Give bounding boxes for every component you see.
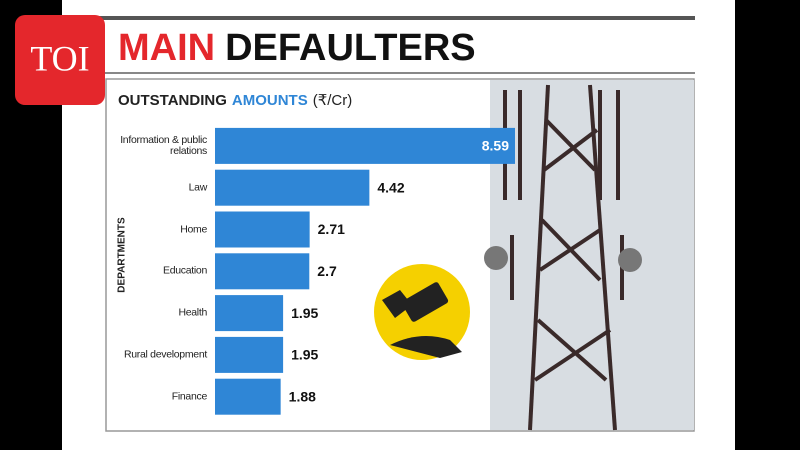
bar (215, 211, 310, 248)
category-label: Health (178, 306, 207, 319)
chart-title: MAIN DEFAULTERS (118, 27, 476, 69)
logo-box (15, 15, 105, 105)
top-rule (62, 16, 695, 20)
category-label: Home (180, 223, 207, 235)
chart-subtitle: OUTSTANDING AMOUNTS (₹/Cr) (118, 92, 352, 109)
value-label: 1.88 (289, 388, 316, 404)
category-label: Law (188, 181, 208, 194)
bar (215, 253, 310, 290)
bar (215, 169, 370, 206)
subtitle-part: (₹/Cr) (313, 92, 353, 109)
subtitle-part: AMOUNTS (232, 92, 308, 109)
value-label: 8.59 (482, 138, 509, 154)
value-label: 4.42 (377, 179, 404, 195)
bar (215, 127, 515, 164)
tower-photo (484, 80, 694, 431)
y-axis-label: DEPARTMENTS (117, 217, 128, 293)
category-label: Education (162, 264, 207, 277)
logo: TOI (30, 38, 89, 78)
value-label: 1.95 (291, 305, 318, 321)
category-label: Information & public relations (120, 133, 207, 157)
value-label: 2.71 (318, 221, 345, 237)
title-part: MAIN (118, 27, 215, 69)
bar (215, 378, 281, 415)
subtitle-part: OUTSTANDING (118, 92, 227, 109)
value-label: 1.95 (291, 347, 318, 363)
value-label: 2.7 (317, 263, 337, 279)
category-label: Finance (171, 390, 208, 403)
title-part: DEFAULTERS (225, 27, 476, 69)
bar (215, 336, 284, 373)
money-icon (374, 264, 470, 360)
title-rule (105, 72, 695, 74)
category-label: Rural development (123, 348, 207, 361)
bar (215, 295, 284, 332)
